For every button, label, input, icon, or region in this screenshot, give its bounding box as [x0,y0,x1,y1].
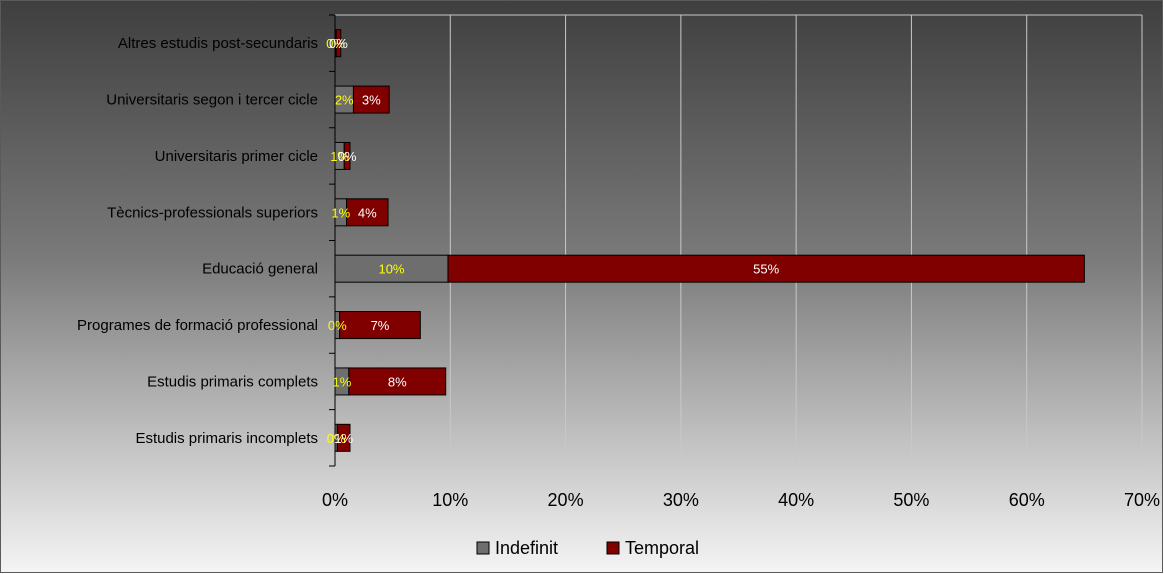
bar-temporal [336,423,351,452]
legend-label-temporal: Temporal [625,538,699,558]
data-label-indefinit: 10% [378,262,404,277]
bar-temporal [348,367,447,396]
data-label-indefinit: 0% [326,36,345,51]
category-label: Universitaris primer cicle [155,148,318,165]
gridlines [329,14,1143,467]
data-label-indefinit: 1% [333,374,352,389]
data-label-temporal: 55% [753,262,779,277]
data-label-temporal: 4% [358,205,377,220]
data-label-temporal: 0% [329,36,348,51]
data-label-temporal: 7% [371,318,390,333]
category-label: Altres estudis post-secundaris [118,35,318,52]
x-tick-label: 40% [778,490,814,510]
x-tick-label: 20% [548,490,584,510]
data-label-indefinit: 1% [331,205,350,220]
data-label-temporal: 3% [362,93,381,108]
category-label: Universitaris segon i tercer cicle [106,92,318,109]
bar-indefinit [334,254,449,283]
bar-temporal [346,198,389,227]
legend-swatch-indefinit [476,541,490,555]
bar-temporal [352,85,390,114]
data-label-indefinit: 2% [335,93,354,108]
data-label-indefinit: 0% [327,431,346,446]
x-tick-label: 50% [893,490,929,510]
category-label: Estudis primaris incomplets [135,430,318,447]
x-tick-label: 70% [1124,490,1160,510]
bar-temporal [335,29,342,58]
data-labels: 0%0%2% 3%1%0%1% 4%10% 55%0% 7%1% 8%0%1% [326,36,779,446]
category-label: Estudis primaris complets [147,373,318,390]
x-tick-label: 10% [432,490,468,510]
category-label: Tècnics-professionals superiors [107,204,318,221]
x-tick-label: 0% [322,490,348,510]
category-label: Educació general [202,261,318,278]
category-labels: Altres estudis post-secundaris Universita… [77,35,318,447]
x-tick-label: 60% [1009,490,1045,510]
data-label-temporal: 1% [334,431,353,446]
data-label-temporal: 0% [338,149,357,164]
data-label-indefinit: 0% [328,318,347,333]
data-label-indefinit: 1% [330,149,349,164]
legend-swatch-temporal [606,541,620,555]
x-tick-label: 30% [663,490,699,510]
legend: Indefinit Temporal [476,538,699,558]
category-label: Programes de formació professional [77,317,318,334]
data-label-temporal: 8% [388,374,407,389]
bar-temporal [343,141,351,170]
bar-temporal [339,311,421,340]
legend-label-indefinit: Indefinit [495,538,558,558]
bar-temporal [447,254,1085,283]
x-tick-labels: 0% 10% 20% 30% 40% 50% 60% 70% [322,490,1160,510]
bars [334,29,1085,452]
